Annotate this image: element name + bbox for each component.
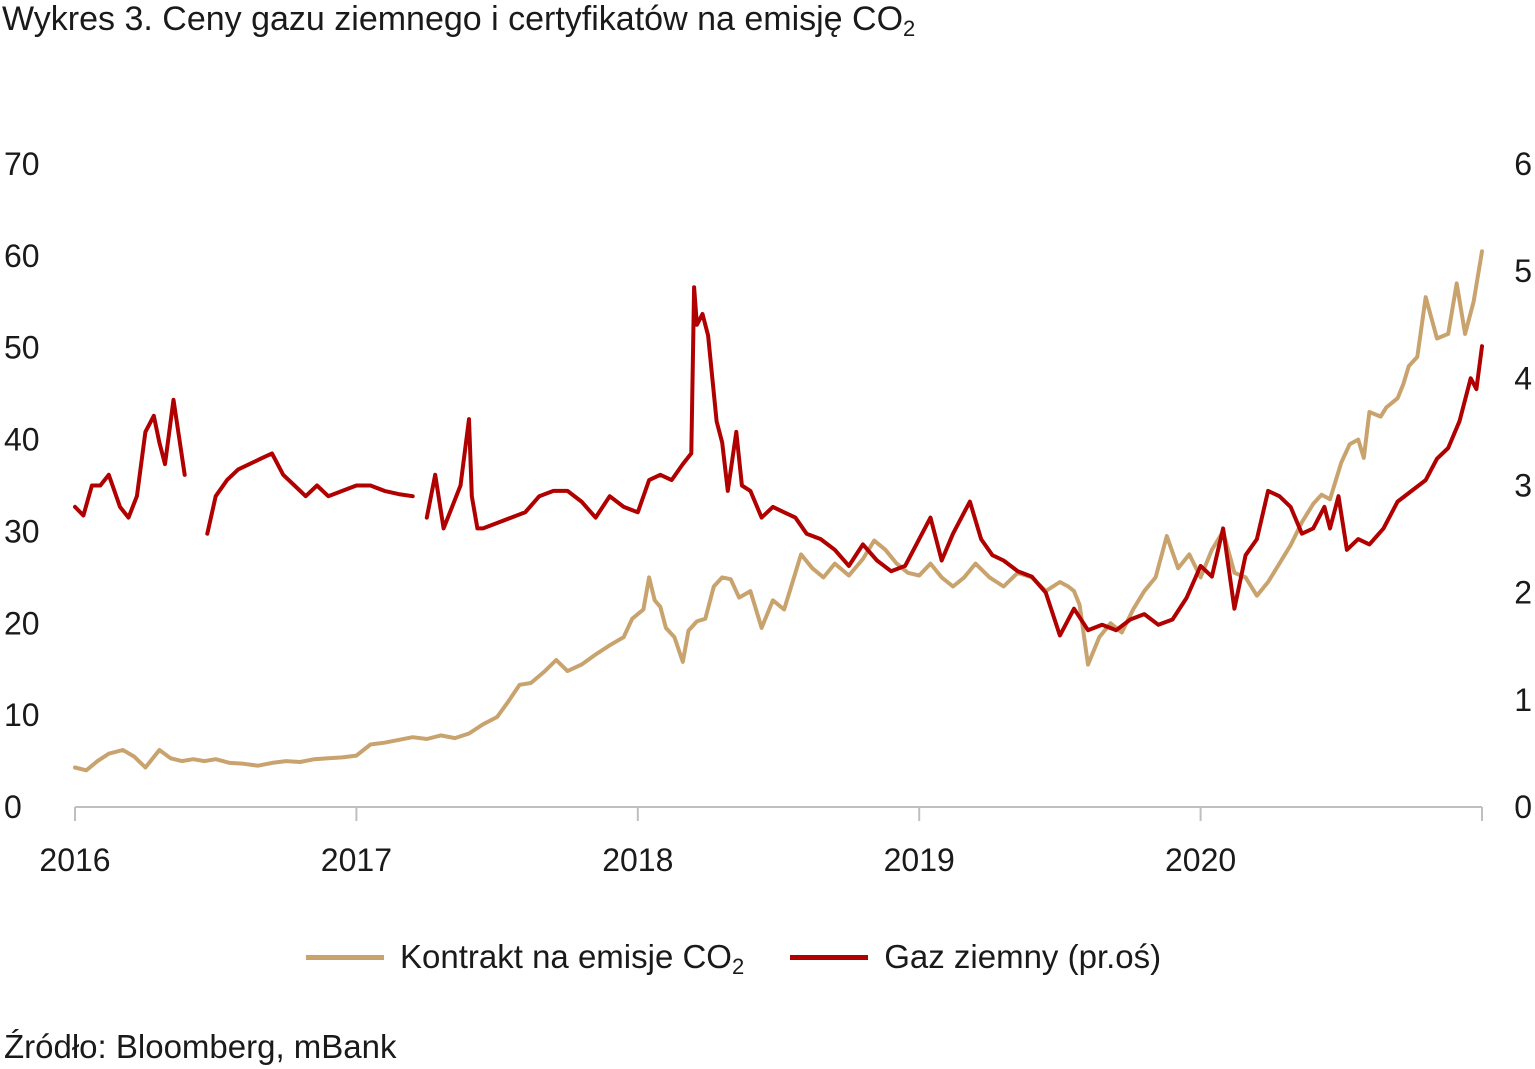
chart-title: Wykres 3. Ceny gazu ziemnego i certyfika… (2, 0, 916, 41)
y-left-tick-label: 60 (4, 238, 40, 274)
chart-title-text: Wykres 3. Ceny gazu ziemnego i certyfika… (2, 0, 904, 38)
y-left-tick-label: 0 (4, 789, 22, 825)
series-line-gas (73, 285, 1484, 638)
x-axis: 2016 2017 2018 2019 2020 (39, 806, 1483, 878)
x-tick-label: 2016 (39, 842, 110, 878)
y-right-tick-label: 5 (1514, 253, 1532, 289)
source-note: Źródło: Bloomberg, mBank (4, 1028, 397, 1065)
y-right-tick-label: 1 (1514, 682, 1532, 718)
legend-label-co2-subscript: 2 (731, 954, 745, 979)
legend-item-co2: Kontrakt na emisje CO2 (306, 938, 745, 979)
legend-label-gas: Gaz ziemny (pr.oś) (884, 938, 1162, 975)
x-tick-label: 2017 (321, 842, 392, 878)
chart-title-subscript: 2 (903, 16, 916, 41)
y-axis-right: 0 1 2 3 4 5 6 (1514, 146, 1532, 825)
x-tick-label: 2020 (1165, 842, 1236, 878)
y-right-tick-label: 3 (1514, 468, 1532, 504)
y-left-tick-label: 40 (4, 422, 40, 458)
y-right-tick-label: 2 (1514, 575, 1532, 611)
series-line-co2 (73, 249, 1484, 773)
y-axis-left: 0 10 20 30 40 50 60 70 (4, 146, 40, 825)
legend-item-gas: Gaz ziemny (pr.oś) (790, 938, 1161, 976)
series-layer (73, 249, 1484, 773)
y-left-tick-label: 50 (4, 330, 40, 366)
y-right-tick-label: 0 (1514, 789, 1532, 825)
x-tick-label: 2019 (884, 842, 955, 878)
legend-label-co2-text: Kontrakt na emisje CO (400, 938, 732, 975)
legend-swatch-gas (790, 954, 869, 960)
y-left-tick-label: 10 (4, 697, 40, 733)
legend: Kontrakt na emisje CO2 Gaz ziemny (pr.oś… (306, 934, 1161, 980)
y-right-tick-label: 6 (1514, 146, 1532, 182)
y-left-tick-label: 20 (4, 605, 40, 641)
x-tick-label: 2018 (602, 842, 673, 878)
legend-swatch-co2 (306, 954, 384, 960)
legend-label-co2: Kontrakt na emisje CO2 (400, 938, 745, 979)
y-left-tick-label: 30 (4, 513, 40, 549)
y-left-tick-label: 70 (4, 146, 40, 182)
y-right-tick-label: 4 (1514, 360, 1532, 396)
